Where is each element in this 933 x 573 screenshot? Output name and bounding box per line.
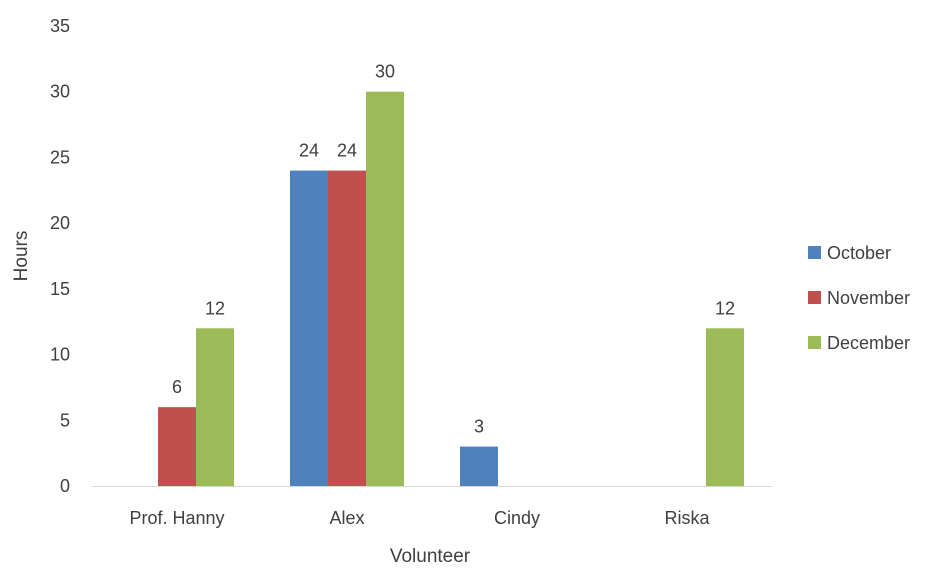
data-label: 30 bbox=[375, 62, 395, 82]
legend-swatch bbox=[808, 291, 821, 304]
bar bbox=[366, 91, 404, 486]
bar bbox=[290, 170, 328, 487]
data-labels: 6 12 24 24 30 3 12 bbox=[172, 62, 735, 437]
y-tick-label: 25 bbox=[50, 147, 70, 167]
bar bbox=[328, 170, 366, 487]
legend-swatch bbox=[808, 336, 821, 349]
bar bbox=[460, 446, 498, 486]
bar bbox=[196, 328, 234, 486]
bar bbox=[706, 328, 744, 486]
bars bbox=[158, 91, 744, 487]
x-tick-label: Riska bbox=[664, 508, 710, 528]
legend-swatch bbox=[808, 246, 821, 259]
data-label: 24 bbox=[337, 141, 357, 161]
bar bbox=[158, 407, 196, 486]
data-label: 3 bbox=[474, 417, 484, 437]
y-tick-label: 5 bbox=[60, 410, 70, 430]
x-tick-label: Prof. Hanny bbox=[129, 508, 224, 528]
x-axis-ticks: Prof. Hanny Alex Cindy Riska bbox=[129, 508, 710, 528]
x-axis-title: Volunteer bbox=[390, 546, 471, 567]
x-tick-label: Alex bbox=[329, 508, 364, 528]
y-tick-label: 20 bbox=[50, 213, 70, 233]
data-label: 12 bbox=[715, 298, 735, 318]
y-tick-label: 10 bbox=[50, 345, 70, 365]
x-tick-label: Cindy bbox=[494, 508, 540, 528]
y-axis-title: Hours bbox=[11, 231, 32, 282]
y-tick-label: 35 bbox=[50, 16, 70, 36]
y-tick-label: 15 bbox=[50, 279, 70, 299]
y-tick-label: 30 bbox=[50, 82, 70, 102]
legend-label: October bbox=[827, 243, 891, 263]
legend-label: November bbox=[827, 288, 910, 308]
y-tick-label: 0 bbox=[60, 476, 70, 496]
legend-label: December bbox=[827, 333, 910, 353]
data-label: 12 bbox=[205, 298, 225, 318]
y-axis-ticks: 0 5 10 15 20 25 30 35 bbox=[50, 16, 70, 496]
data-label: 6 bbox=[172, 377, 182, 397]
legend: October November December bbox=[808, 243, 910, 353]
data-label: 24 bbox=[299, 141, 319, 161]
